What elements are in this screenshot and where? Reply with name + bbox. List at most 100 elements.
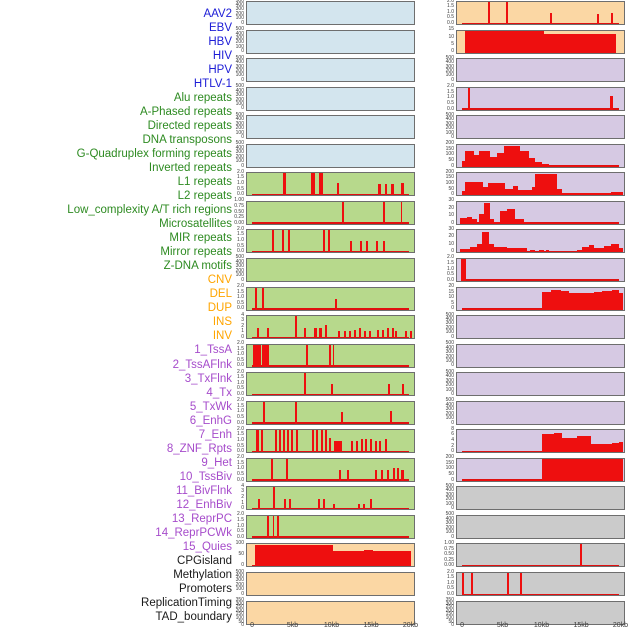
signal-area-segment	[542, 434, 554, 453]
y-tick-label: 2	[241, 322, 244, 329]
y-tick-label: 1.0	[237, 408, 244, 415]
y-tick-label: 1.0	[237, 179, 244, 186]
zero-baseline	[252, 308, 409, 310]
row-label-ebv: EBV	[208, 22, 232, 35]
y-tick-label: 300	[235, 6, 244, 13]
y-tick-label: 1.0	[447, 579, 454, 586]
y-tick-label: 150	[445, 145, 454, 152]
signal-bar	[382, 241, 385, 253]
signal-bar	[471, 573, 474, 595]
signal-bar	[369, 439, 372, 453]
y-tick-label: 0	[451, 76, 454, 83]
y-tick-label: 200	[445, 410, 454, 417]
y-tick-label: 100	[235, 539, 244, 546]
y-tick-label: 500	[235, 0, 244, 4]
y-tick-label: 400	[445, 59, 454, 66]
signal-area-segment	[612, 290, 619, 310]
y-tick-label: 0	[241, 48, 244, 55]
y-tick-label: 150	[445, 611, 454, 618]
track-panel-12-enhbiv	[456, 372, 625, 397]
signal-bar	[342, 201, 344, 224]
signal-bar	[597, 13, 600, 24]
signal-bar	[333, 441, 343, 453]
y-ticks-l1-repeats: 2.0 1.5 1.0 0.5 0.0	[210, 341, 244, 369]
signal-area-segment	[482, 186, 488, 196]
y-tick-label: 0.5	[237, 185, 244, 192]
row-label-dup: DUP	[207, 302, 232, 315]
track-panel-mirror-repeats	[246, 486, 415, 511]
y-ticks-directed-repeats: 2.0 1.5 1.0 0.5 0.0	[210, 227, 244, 254]
signal-area-segment	[500, 210, 508, 224]
y-ticks-15-quies: 200 150 100 50 0	[420, 455, 454, 482]
y-tick-label: 500	[235, 568, 244, 575]
y-tick-label: 200	[235, 581, 244, 588]
signal-bar	[272, 230, 275, 253]
y-tick-label: 300	[235, 34, 244, 41]
signal-area-segment	[542, 459, 624, 481]
signal-bar	[376, 241, 379, 253]
signal-bar	[262, 287, 265, 310]
row-label-14-reprpcwk: 14_ReprPCWk	[155, 526, 232, 539]
y-tick-label: 0.00	[234, 219, 244, 226]
y-tick-label: 300	[445, 349, 454, 356]
zero-baseline	[252, 479, 409, 481]
y-tick-label: 8	[451, 425, 454, 432]
track-panel-ebv	[246, 29, 415, 54]
y-tick-label: 300	[235, 577, 244, 584]
y-tick-label: 0	[451, 219, 454, 226]
y-tick-label: 0	[241, 134, 244, 141]
track-panel-11-bivflnk	[456, 343, 625, 368]
y-tick-label: 0.0	[237, 533, 244, 540]
y-tick-label: 0	[451, 390, 454, 397]
y-tick-label: 1.0	[237, 237, 244, 244]
signal-area-segment	[588, 245, 594, 253]
signal-bar	[401, 384, 404, 396]
signal-bar	[329, 438, 332, 453]
y-ticks-13-reprpc: 500 400 300 200 100 0	[420, 398, 454, 426]
y-tick-label: 50	[448, 157, 454, 164]
y-tick-label: 0.50	[234, 208, 244, 215]
y-tick-label: 20	[448, 233, 454, 240]
y-tick-label: 0	[451, 248, 454, 255]
track-panel-10-tssbiv	[456, 315, 625, 340]
signal-bar	[332, 344, 335, 367]
y-tick-label: 1.5	[237, 374, 244, 381]
row-label-2-tssaflnk: 2_TssAFlnk	[172, 358, 232, 371]
y-tick-label: 100	[445, 179, 454, 186]
y-ticks-12-enhbiv: 500 400 300 200 100 0	[420, 369, 454, 397]
y-ticks-9-het: 20 15 10 5 0	[420, 284, 454, 311]
y-tick-label: 300	[235, 263, 244, 270]
y-tick-label: 200	[445, 324, 454, 331]
y-tick-label: 0	[451, 419, 454, 426]
y-tick-label: 100	[445, 151, 454, 158]
zero-baseline	[252, 536, 409, 538]
y-tick-label: 0	[451, 622, 454, 629]
y-tick-label: 1.0	[237, 294, 244, 301]
y-ticks-cnv: 100 50 0	[210, 539, 244, 568]
y-tick-label: 0.0	[237, 362, 244, 369]
y-tick-label: 200	[235, 39, 244, 46]
y-ticks-4-tx: 200 150 100 50 0	[420, 141, 454, 168]
zero-baseline	[462, 450, 619, 453]
track-panel-cnv	[246, 543, 415, 568]
y-tick-label: 250	[445, 604, 454, 611]
y-tick-label: 100	[235, 272, 244, 279]
y-tick-label: 1.0	[237, 436, 244, 443]
signal-bar	[283, 173, 286, 196]
row-label-cnv: CNV	[207, 274, 232, 287]
y-tick-label: 0.0	[237, 305, 244, 312]
signal-bar	[520, 573, 523, 595]
signal-area-segment	[459, 217, 467, 224]
signal-bar	[303, 328, 306, 339]
y-tick-label: 2	[451, 442, 454, 449]
y-tick-label: 200	[445, 68, 454, 74]
signal-bar	[277, 515, 279, 538]
signal-bar	[253, 344, 261, 367]
signal-bar	[387, 384, 390, 396]
signal-bar	[335, 298, 338, 310]
y-tick-label: 200	[235, 153, 244, 160]
signal-area-segment	[473, 155, 479, 167]
signal-bar	[311, 430, 314, 453]
row-label-12-enhbiv: 12_EnhBiv	[176, 498, 232, 511]
